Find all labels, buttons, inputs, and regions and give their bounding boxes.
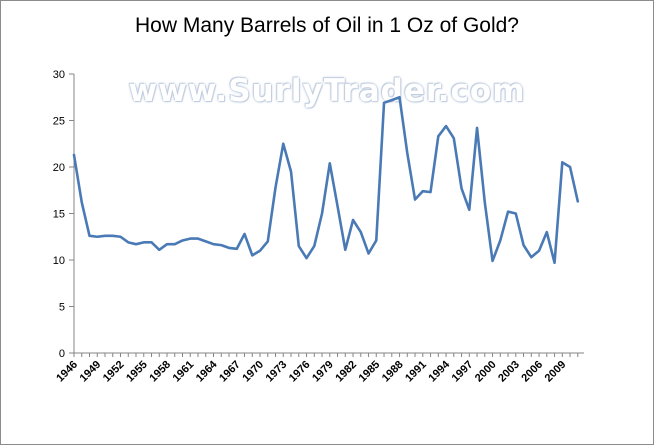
x-tick-label: 2003: [496, 359, 522, 385]
x-tick-label: 2009: [543, 359, 569, 385]
chart-title: How Many Barrels of Oil in 1 Oz of Gold?: [135, 14, 519, 37]
x-tick-label: 1976: [287, 359, 313, 385]
x-tick-label: 1967: [217, 359, 243, 385]
y-tick-label: 30: [53, 69, 65, 81]
y-tick-label: 15: [53, 209, 65, 221]
series-line: [72, 95, 580, 265]
x-tick-label: 2000: [473, 359, 499, 385]
x-tick-label: 2006: [519, 359, 545, 385]
watermark: www.SurlyTrader.com: [128, 73, 526, 109]
x-tick-label: 1988: [380, 359, 406, 385]
x-tick-label: 1970: [240, 359, 266, 385]
x-tick-label: 1964: [194, 358, 220, 384]
x-tick-label: 1946: [54, 359, 80, 385]
y-tick-label: 25: [53, 116, 65, 128]
x-axis-ticks: 1946194919521955195819611964196719701973…: [54, 353, 579, 385]
x-tick-label: 1991: [403, 359, 429, 385]
x-tick-label: 1997: [450, 359, 476, 385]
x-tick-label: 1994: [426, 358, 452, 384]
series-layer: [72, 95, 580, 265]
x-tick-label: 1961: [171, 359, 197, 385]
y-tick-label: 5: [59, 302, 65, 314]
x-tick-label: 1973: [264, 359, 290, 385]
x-tick-label: 1955: [124, 359, 150, 385]
x-tick-label: 1985: [357, 359, 383, 385]
y-tick-label: 10: [53, 255, 65, 267]
y-tick-label: 20: [53, 162, 65, 174]
x-tick-label: 1952: [101, 359, 127, 385]
y-tick-label: 0: [59, 348, 65, 360]
y-axis-ticks: 0 5 10 15 20 25 30: [53, 69, 74, 360]
x-tick-label: 1958: [147, 359, 173, 385]
x-tick-label: 1982: [333, 359, 359, 385]
x-tick-label: 1949: [78, 359, 104, 385]
x-tick-label: 1979: [310, 359, 336, 385]
